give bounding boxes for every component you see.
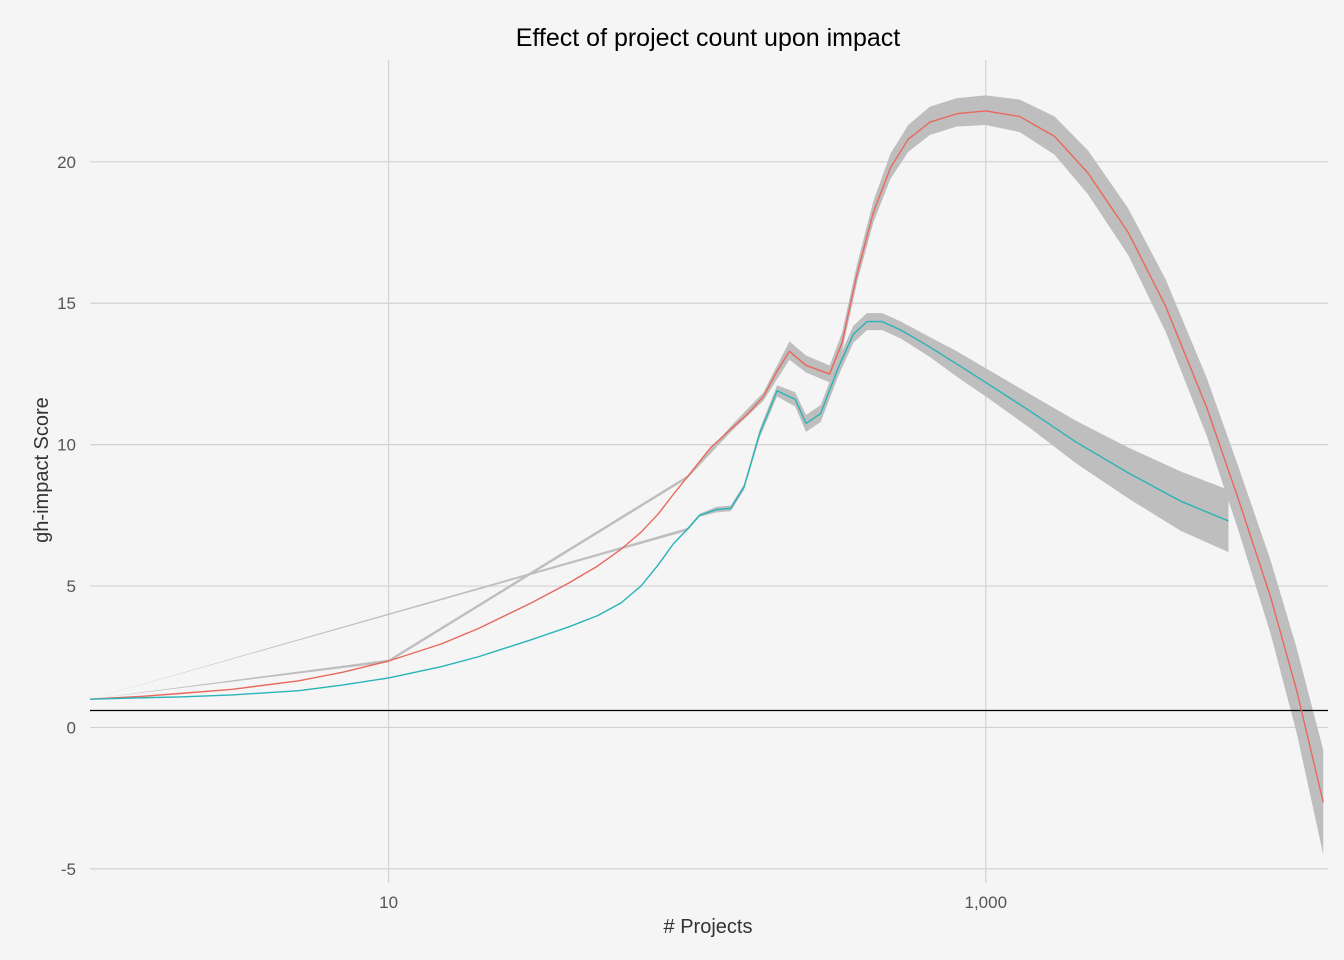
x-tick-label: 1,000 <box>965 893 1008 912</box>
y-tick-label: 15 <box>57 294 76 313</box>
x-tick-labels: 10 1,000 <box>379 893 1007 912</box>
y-axis-title: gh-impact Score <box>31 397 53 543</box>
chart-title: Effect of project count upon impact <box>516 24 901 52</box>
x-axis-title: # Projects <box>664 916 753 938</box>
series-line-2 <box>89 320 1229 700</box>
y-tick-label: 10 <box>57 436 76 455</box>
y-tick-label: 5 <box>67 577 76 596</box>
series-lines <box>89 110 1324 803</box>
series-line-1 <box>89 110 1324 803</box>
y-tick-label: 20 <box>57 153 76 172</box>
x-tick-label: 10 <box>379 893 398 912</box>
y-tick-label: -5 <box>61 860 76 879</box>
y-tick-labels: -5 0 5 10 15 20 <box>57 153 76 879</box>
x-gridlines <box>387 60 987 883</box>
y-tick-label: 0 <box>67 718 76 737</box>
